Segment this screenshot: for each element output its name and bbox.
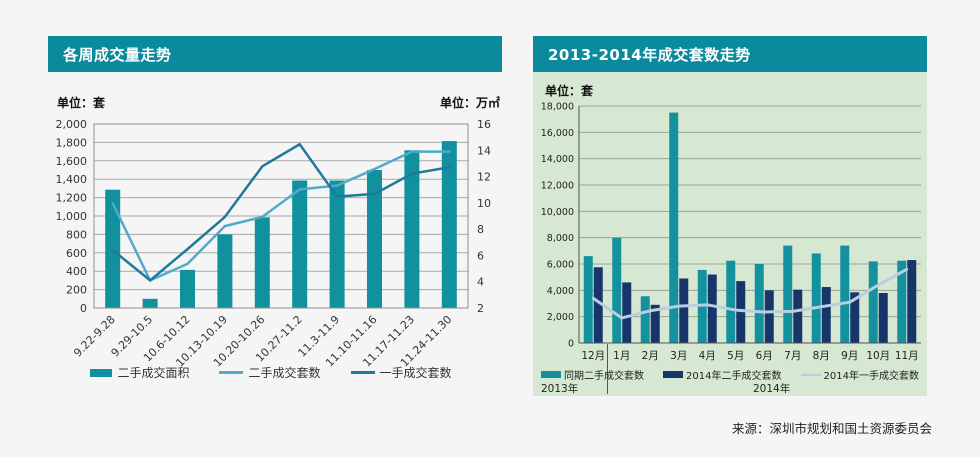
svg-text:1月: 1月	[613, 350, 630, 362]
svg-text:200: 200	[66, 284, 87, 297]
svg-text:400: 400	[66, 265, 87, 278]
svg-text:1,400: 1,400	[56, 173, 88, 186]
yearly-units-chart-body: 单位：套 0 2,000 4,000 6,000 8,000 10,000 12,000 14…	[533, 72, 927, 396]
legend-label: 一手成交套数	[379, 366, 452, 380]
bar-swatch-icon	[541, 371, 561, 378]
legend-item: 同期二手成交套数	[541, 367, 644, 382]
svg-text:4月: 4月	[699, 350, 716, 362]
yearly-units-legend: 同期二手成交套数 2014年二手成交套数 2014年一手成交套数	[533, 367, 927, 382]
legend-item: 二手成交面积	[90, 364, 189, 381]
year-label-2014: 2014年	[753, 383, 791, 395]
legend-label: 2014年二手成交套数	[686, 371, 782, 382]
svg-text:14: 14	[477, 144, 491, 157]
legend-item: 2014年一手成交套数	[800, 367, 919, 382]
svg-text:6月: 6月	[756, 350, 773, 362]
svg-text:1,800: 1,800	[56, 136, 88, 149]
svg-text:1,000: 1,000	[56, 210, 88, 223]
weekly-volume-chart: 0 200 400 600 800 1,000 1,200 1,400 1,600 1,800 2,…	[56, 118, 492, 369]
yearly-units-chart: 0 2,000 4,000 6,000 8,000 10,000 12,000 14,000 1…	[541, 102, 921, 394]
legend-label: 二手成交面积	[117, 366, 190, 380]
source-note: 来源：深圳市规划和国土资源委员会	[731, 421, 932, 436]
svg-text:10月: 10月	[866, 350, 890, 362]
svg-text:0: 0	[80, 302, 87, 315]
svg-text:9月: 9月	[841, 350, 858, 362]
svg-text:2,000: 2,000	[547, 312, 574, 323]
right-axis-unit-label: 单位：万㎡	[439, 96, 500, 110]
svg-text:8月: 8月	[813, 350, 830, 362]
svg-text:14,000: 14,000	[541, 154, 574, 165]
legend-label: 同期二手成交套数	[564, 371, 644, 382]
weekly-volume-title: 各周成交量走势	[63, 45, 172, 64]
svg-text:1,600: 1,600	[56, 155, 88, 168]
svg-text:2: 2	[477, 302, 484, 315]
svg-text:8: 8	[477, 223, 484, 236]
svg-text:16,000: 16,000	[541, 128, 574, 139]
bar-swatch-icon	[663, 371, 684, 378]
line-swatch-icon	[350, 371, 375, 374]
svg-text:12月: 12月	[581, 350, 605, 362]
bar-swatch-icon	[90, 368, 113, 377]
yearly-units-panel: 2013-2014年成交套数走势 单位：套 0 2,000 4,000 6,000 8,…	[533, 36, 927, 396]
svg-text:1,200: 1,200	[56, 192, 88, 205]
svg-text:3月: 3月	[670, 350, 687, 362]
svg-text:16: 16	[477, 118, 491, 131]
legend-item: 一手成交套数	[350, 364, 452, 381]
svg-text:4,000: 4,000	[547, 286, 574, 297]
svg-text:6,000: 6,000	[547, 260, 574, 271]
svg-text:12: 12	[477, 171, 491, 184]
weekly-volume-panel: 各周成交量走势 单位：套 单位：万㎡ 0 200 400 600 800 1,000 1,2…	[36, 36, 506, 406]
svg-text:6: 6	[477, 249, 484, 262]
weekly-volume-header: 各周成交量走势	[48, 36, 502, 72]
legend-item: 二手成交套数	[219, 364, 321, 381]
yearly-units-header: 2013-2014年成交套数走势	[533, 36, 927, 72]
svg-text:11月: 11月	[895, 350, 919, 362]
line-swatch-icon	[219, 371, 244, 374]
svg-text:600: 600	[66, 247, 87, 260]
legend-label: 二手成交套数	[248, 366, 321, 380]
svg-text:2,000: 2,000	[56, 118, 88, 131]
svg-text:4: 4	[477, 276, 484, 289]
svg-text:5月: 5月	[727, 350, 744, 362]
yearly-units-title: 2013-2014年成交套数走势	[548, 45, 751, 64]
svg-text:0: 0	[568, 339, 574, 350]
svg-text:12,000: 12,000	[541, 181, 574, 192]
svg-text:18,000: 18,000	[541, 102, 574, 113]
legend-label: 2014年一手成交套数	[823, 371, 919, 382]
svg-text:10: 10	[477, 197, 491, 210]
svg-text:2月: 2月	[642, 350, 659, 362]
left-axis-unit-label: 单位：套	[57, 96, 106, 110]
svg-text:7月: 7月	[784, 350, 801, 362]
svg-text:10,000: 10,000	[541, 207, 574, 218]
units-axis-unit-label: 单位：套	[545, 84, 594, 98]
svg-text:8,000: 8,000	[547, 233, 574, 244]
svg-text:800: 800	[66, 228, 87, 241]
line-swatch-icon	[800, 373, 821, 376]
legend-item: 2014年二手成交套数	[663, 367, 782, 382]
year-label-2013: 2013年	[541, 383, 579, 395]
weekly-volume-legend: 二手成交面积 二手成交套数 一手成交套数	[36, 364, 506, 381]
